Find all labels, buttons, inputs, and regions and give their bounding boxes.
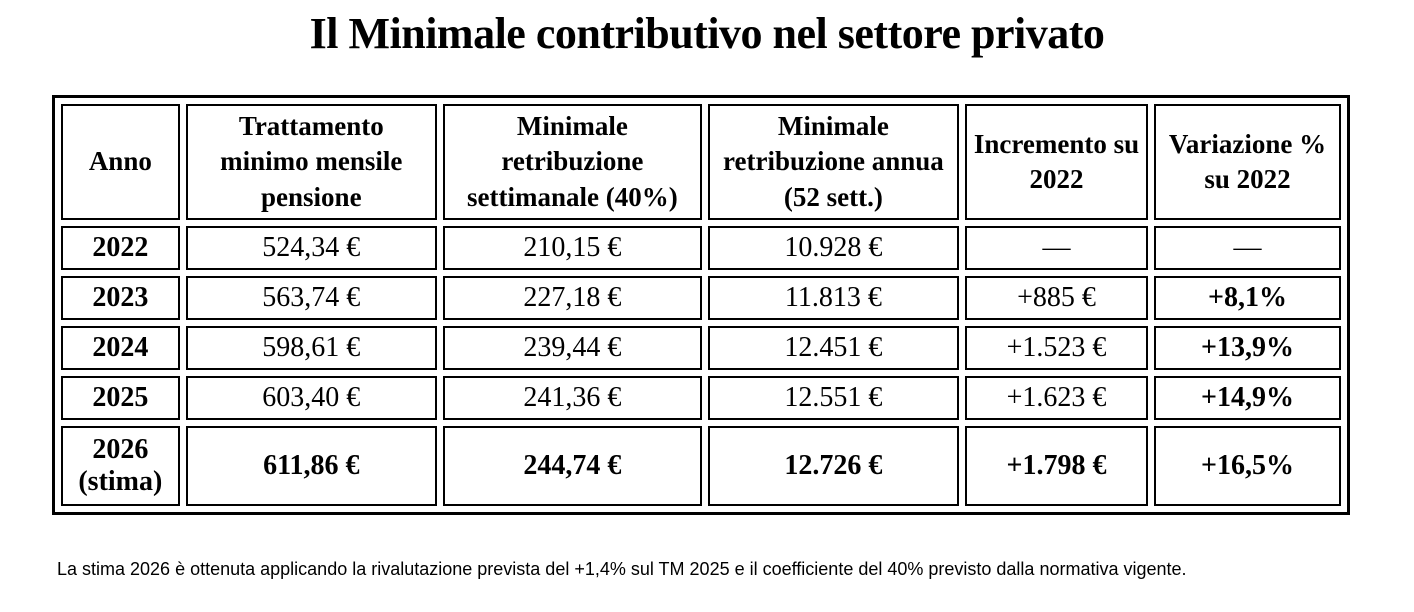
cell-minimale-annua: 10.928 € <box>707 226 959 270</box>
table-row: 2023 563,74 € 227,18 € 11.813 € +885 € +… <box>61 276 1341 320</box>
cell-anno: 2022 <box>61 226 180 270</box>
table-row: 2022 524,34 € 210,15 € 10.928 € — — <box>61 226 1341 270</box>
cell-trattamento-minimo: 524,34 € <box>185 226 437 270</box>
table-row: 2025 603,40 € 241,36 € 12.551 € +1.623 €… <box>61 376 1341 420</box>
cell-incremento: +1.798 € <box>965 426 1149 506</box>
cell-minimale-settimanale: 244,74 € <box>442 426 702 506</box>
col-header-variazione: Variazione % su 2022 <box>1154 104 1341 220</box>
cell-minimale-annua: 11.813 € <box>707 276 959 320</box>
cell-minimale-annua: 12.551 € <box>707 376 959 420</box>
cell-anno: 2024 <box>61 326 180 370</box>
col-header-incremento: Incremento su 2022 <box>965 104 1149 220</box>
cell-variazione: +16,5% <box>1154 426 1341 506</box>
cell-incremento: — <box>965 226 1149 270</box>
cell-minimale-settimanale: 210,15 € <box>442 226 702 270</box>
cell-trattamento-minimo: 603,40 € <box>185 376 437 420</box>
cell-incremento: +1.623 € <box>965 376 1149 420</box>
col-header-minimale-annua: Minimale retribuzione annua (52 sett.) <box>707 104 959 220</box>
col-header-trattamento-minimo: Trattamento minimo mensile pensione <box>185 104 437 220</box>
header-row: Anno Trattamento minimo mensile pensione… <box>61 104 1341 220</box>
cell-variazione: +13,9% <box>1154 326 1341 370</box>
cell-incremento: +885 € <box>965 276 1149 320</box>
table-frame: Anno Trattamento minimo mensile pensione… <box>52 95 1350 515</box>
cell-anno: 2026 (stima) <box>61 426 180 506</box>
cell-minimale-settimanale: 227,18 € <box>442 276 702 320</box>
footnote: La stima 2026 è ottenuta applicando la r… <box>57 559 1187 579</box>
page-title: Il Minimale contributivo nel settore pri… <box>309 9 1105 58</box>
cell-minimale-annua: 12.726 € <box>707 426 959 506</box>
cell-trattamento-minimo: 563,74 € <box>185 276 437 320</box>
col-header-minimale-settimanale: Minimale retribuzione settimanale (40%) <box>442 104 702 220</box>
cell-minimale-settimanale: 241,36 € <box>442 376 702 420</box>
cell-variazione: +8,1% <box>1154 276 1341 320</box>
cell-trattamento-minimo: 598,61 € <box>185 326 437 370</box>
cell-variazione: — <box>1154 226 1341 270</box>
cell-minimale-settimanale: 239,44 € <box>442 326 702 370</box>
cell-anno: 2025 <box>61 376 180 420</box>
table-row: 2024 598,61 € 239,44 € 12.451 € +1.523 €… <box>61 326 1341 370</box>
cell-incremento: +1.523 € <box>965 326 1149 370</box>
col-header-anno: Anno <box>61 104 180 220</box>
table-row-estimate: 2026 (stima) 611,86 € 244,74 € 12.726 € … <box>61 426 1341 506</box>
minimale-contributivo-table: Anno Trattamento minimo mensile pensione… <box>55 98 1347 512</box>
page: Il Minimale contributivo nel settore pri… <box>0 6 1414 584</box>
cell-trattamento-minimo: 611,86 € <box>185 426 437 506</box>
cell-variazione: +14,9% <box>1154 376 1341 420</box>
cell-anno: 2023 <box>61 276 180 320</box>
cell-minimale-annua: 12.451 € <box>707 326 959 370</box>
